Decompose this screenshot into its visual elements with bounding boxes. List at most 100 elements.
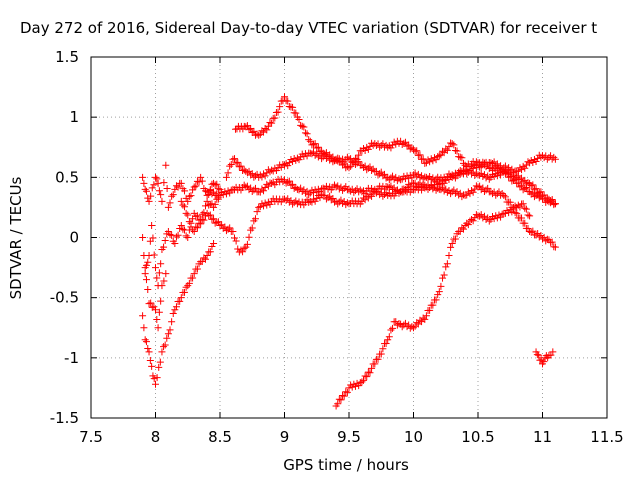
data-point (168, 192, 176, 200)
data-point (521, 204, 529, 212)
data-point (395, 189, 403, 197)
data-point (524, 158, 532, 166)
data-point (511, 176, 519, 184)
data-point (437, 282, 445, 290)
data-point (243, 240, 251, 248)
data-point (395, 320, 403, 328)
data-point (410, 324, 417, 332)
data-point (177, 294, 185, 302)
data-point (260, 187, 268, 195)
data-point (456, 170, 464, 178)
data-point (437, 186, 445, 194)
data-point (268, 119, 276, 127)
data-point (141, 185, 149, 193)
data-point (153, 175, 161, 183)
chart-title: Day 272 of 2016, Sidereal Day-to-day VTE… (20, 19, 597, 37)
data-point (450, 186, 458, 194)
data-point (232, 159, 240, 167)
data-point (418, 172, 426, 180)
x-tick-label: 7.5 (79, 428, 103, 446)
data-point (231, 234, 239, 242)
data-point (443, 188, 451, 196)
data-point (147, 192, 155, 200)
data-point (493, 172, 501, 180)
data-point (176, 297, 184, 305)
data-point (360, 376, 368, 384)
data-point (142, 187, 150, 195)
data-point (171, 306, 179, 314)
data-point (393, 321, 401, 329)
data-point (440, 187, 448, 195)
data-point (293, 154, 301, 162)
data-point (450, 141, 458, 149)
data-point (172, 233, 180, 241)
data-point (447, 139, 455, 147)
data-point (484, 214, 492, 222)
x-axis-label: GPS time / hours (283, 456, 409, 474)
data-point (379, 345, 387, 353)
data-point (353, 185, 361, 193)
data-point (393, 177, 401, 185)
data-point (226, 224, 234, 232)
data-point (229, 155, 237, 163)
data-point (501, 209, 509, 217)
data-point (261, 172, 269, 180)
data-point (458, 193, 466, 201)
data-point (271, 114, 279, 122)
data-point (416, 151, 424, 159)
data-point (213, 218, 221, 226)
data-point (429, 174, 437, 182)
data-point (164, 203, 172, 211)
data-point (237, 162, 245, 170)
data-point (172, 303, 180, 311)
data-point (384, 336, 392, 344)
data-point (398, 188, 406, 196)
data-point (405, 180, 413, 188)
data-point (261, 184, 269, 192)
data-point (197, 215, 205, 223)
data-point (421, 315, 429, 323)
data-point (162, 161, 170, 169)
x-tick-label: 11.5 (590, 428, 623, 446)
data-point (361, 372, 369, 380)
data-point (505, 209, 513, 217)
data-point (327, 154, 335, 162)
data-point (495, 188, 503, 196)
data-point (469, 168, 477, 176)
data-point (505, 164, 513, 172)
data-point (287, 181, 295, 189)
data-point (263, 126, 271, 134)
data-point (313, 194, 321, 202)
data-point (203, 252, 211, 260)
data-point (235, 163, 243, 171)
data-point (274, 108, 282, 116)
data-point (524, 211, 532, 219)
data-point (451, 174, 459, 182)
data-point (542, 237, 550, 245)
data-point (141, 264, 149, 272)
data-point (500, 191, 508, 199)
data-point (168, 231, 176, 239)
data-point (443, 260, 451, 268)
data-point (405, 321, 413, 329)
data-point (379, 140, 387, 148)
data-point (319, 184, 327, 192)
data-point (551, 155, 559, 163)
data-point (487, 173, 495, 181)
data-point (177, 179, 185, 187)
data-point (187, 223, 195, 231)
data-point (482, 174, 490, 182)
data-point (208, 200, 216, 208)
data-point (157, 191, 165, 199)
data-point (153, 374, 161, 382)
data-point (192, 212, 200, 220)
data-point (442, 176, 450, 184)
data-point (406, 145, 414, 153)
data-point (493, 214, 501, 222)
data-point (214, 185, 222, 193)
data-point (161, 341, 169, 349)
data-point (413, 172, 421, 180)
data-point (256, 203, 264, 211)
data-point (158, 197, 166, 205)
data-point (197, 173, 205, 181)
